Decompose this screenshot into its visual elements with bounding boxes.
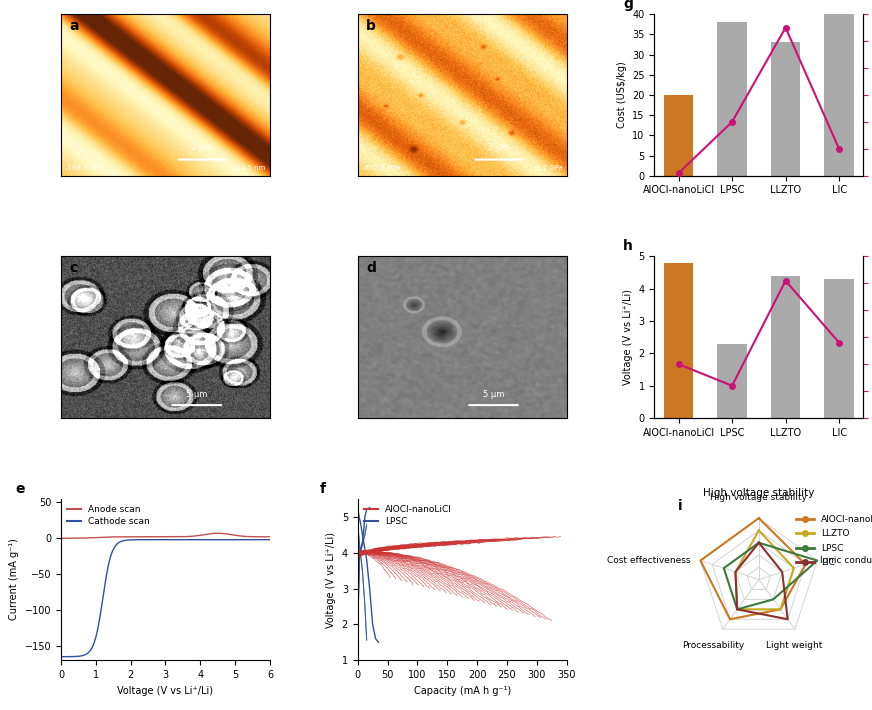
Legend: AlOCl-nanoLiCl, LLZTO, LPSC, LIC: AlOCl-nanoLiCl, LLZTO, LPSC, LIC (793, 511, 872, 571)
Text: 2 μm: 2 μm (488, 143, 509, 152)
Legend: AlOCl-nanoLiCl, LPSC: AlOCl-nanoLiCl, LPSC (362, 503, 453, 528)
Text: b: b (366, 19, 376, 33)
Text: d: d (366, 261, 376, 275)
X-axis label: Capacity (mA h g⁻¹): Capacity (mA h g⁻¹) (413, 686, 511, 696)
Text: Light weight: Light weight (766, 641, 822, 650)
Text: h: h (623, 239, 633, 253)
Bar (718, 22, 746, 175)
Text: -168.5 nm: -168.5 nm (65, 165, 101, 171)
Bar (664, 263, 693, 418)
Y-axis label: Voltage (V vs Li⁺/Li): Voltage (V vs Li⁺/Li) (326, 532, 337, 628)
Text: 5 μm: 5 μm (186, 390, 208, 399)
X-axis label: Voltage (V vs Li⁺/Li): Voltage (V vs Li⁺/Li) (118, 686, 214, 696)
Text: g: g (623, 0, 633, 11)
Y-axis label: Voltage (V vs Li⁺/Li): Voltage (V vs Li⁺/Li) (623, 289, 633, 386)
Bar (718, 344, 746, 418)
Bar (664, 95, 693, 175)
Text: 2 μm: 2 μm (191, 143, 213, 152)
Text: 5 μm: 5 μm (483, 390, 504, 399)
Bar (824, 14, 854, 175)
Text: c: c (70, 261, 78, 275)
Y-axis label: Cost (US$/kg): Cost (US$/kg) (617, 62, 627, 129)
Legend: Anode scan, Cathode scan: Anode scan, Cathode scan (65, 503, 152, 528)
Text: e: e (15, 481, 24, 496)
Text: f: f (320, 481, 326, 496)
Text: 6.1 GPa: 6.1 GPa (535, 165, 562, 171)
Text: Processability: Processability (683, 641, 745, 650)
Text: Cost effectiveness: Cost effectiveness (608, 556, 691, 564)
Text: 124.5 nm: 124.5 nm (233, 165, 266, 171)
Bar (771, 276, 800, 418)
Text: High voltage stability: High voltage stability (711, 493, 807, 502)
Title: High voltage stability: High voltage stability (703, 488, 814, 498)
Bar (771, 43, 800, 175)
Y-axis label: Current (mA g⁻¹): Current (mA g⁻¹) (9, 539, 19, 621)
Text: Ionic conductivity: Ionic conductivity (821, 556, 872, 564)
Text: i: i (678, 498, 683, 513)
Text: a: a (70, 19, 78, 33)
Bar (824, 279, 854, 418)
Text: -612.9 MPa: -612.9 MPa (362, 165, 401, 171)
